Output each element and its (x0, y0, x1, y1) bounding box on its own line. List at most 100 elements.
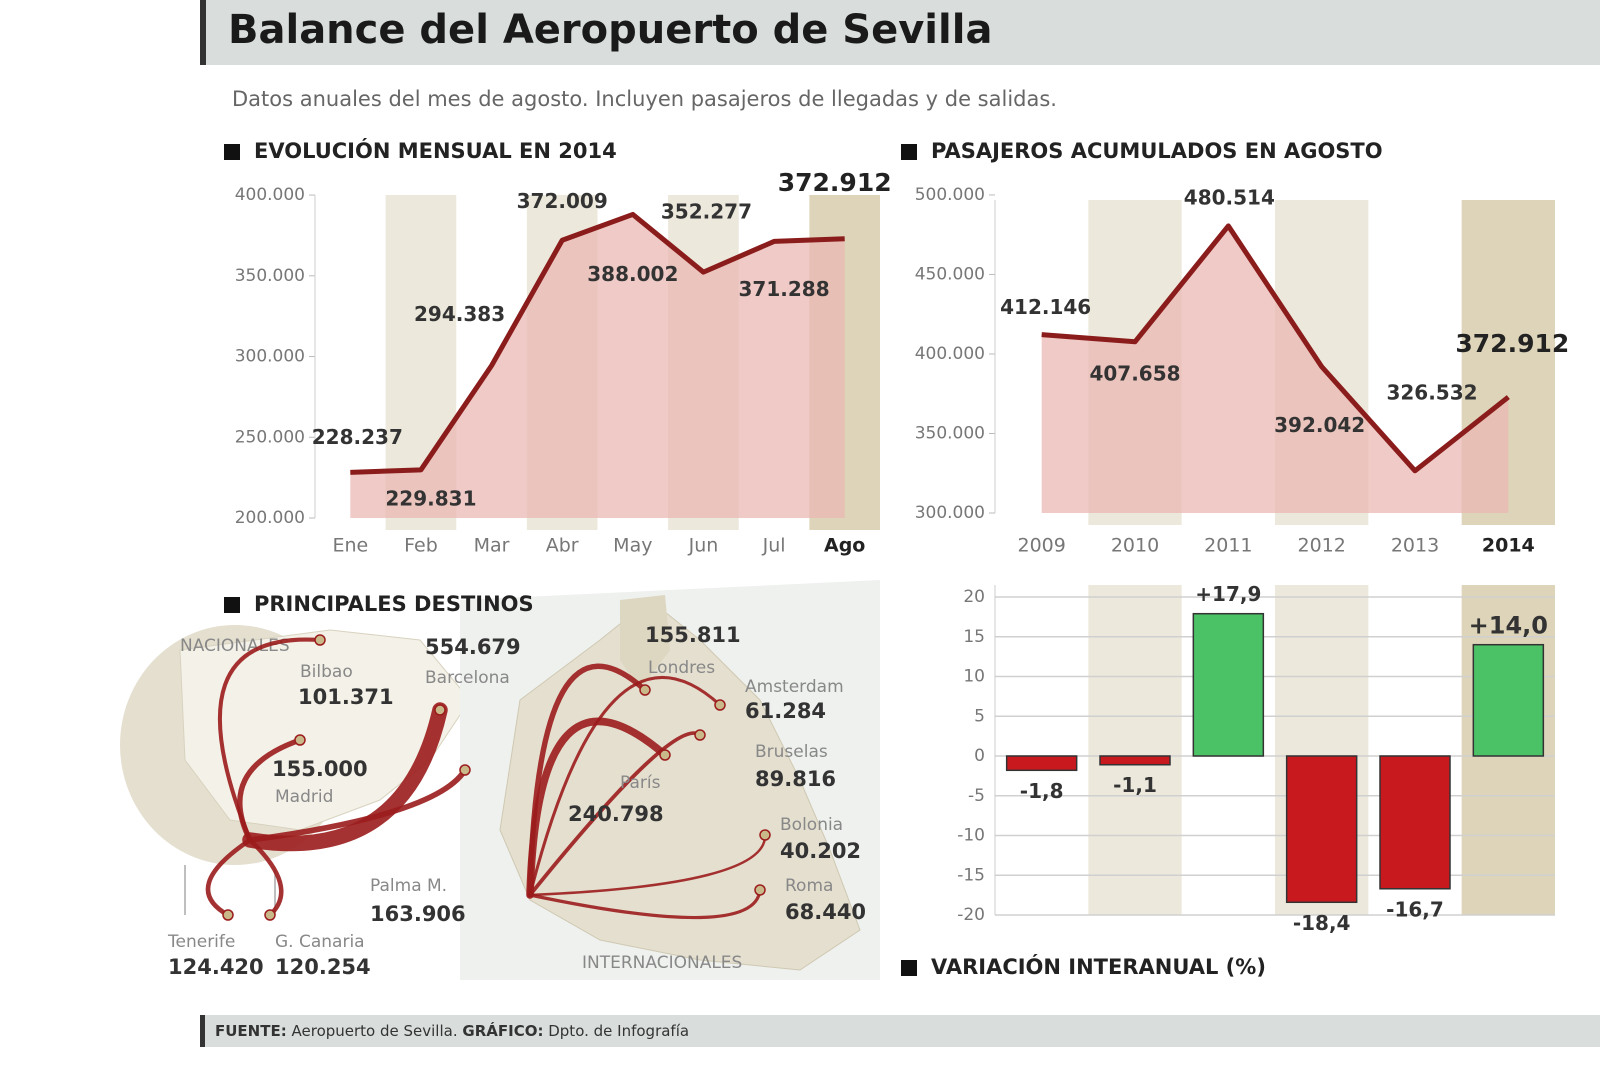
line (350, 211, 845, 475)
y-tick-label: 350.000 (235, 266, 305, 286)
area (350, 214, 845, 518)
destination-value: 61.284 (745, 699, 826, 723)
chart-title: PASAJEROS ACUMULADOS EN AGOSTO (931, 139, 1383, 163)
chart: 300.000 350.000 400.000 450.000 500.000 PASAJ… (901, 139, 1569, 557)
x-tick-label: May (613, 535, 652, 557)
data-label: 388.002 (587, 262, 678, 286)
destination-point (264, 909, 276, 921)
x-tick-label: Ene (332, 535, 368, 557)
y-tick-label: 300.000 (235, 347, 305, 367)
title: Balance del Aeropuerto de Sevilla (228, 7, 992, 53)
destinations: PRINCIPALES DESTINOS NACIONALES INTERNACIO… (167, 592, 866, 979)
destination-point (754, 884, 766, 896)
title-square (224, 144, 240, 160)
column-shade (1088, 585, 1182, 915)
line (1041, 223, 1510, 474)
destination-point (639, 684, 651, 696)
x-tick-label: Ago (824, 535, 865, 557)
route-arrow (528, 731, 702, 897)
data-label: 294.383 (414, 302, 505, 326)
data-label: 392.042 (1274, 413, 1365, 437)
destination-point (714, 699, 726, 711)
footer-bar (200, 1015, 1600, 1047)
chart-title: EVOLUCIÓN MENSUAL EN 2014 (254, 138, 617, 163)
x-tick-label: Mar (474, 535, 510, 557)
region-label: INTERNACIONALES (582, 953, 742, 973)
data-label: +14,0 (1469, 612, 1548, 640)
data-label: 229.831 (385, 486, 476, 510)
data-label: 352.277 (661, 200, 752, 224)
bar (1005, 755, 1078, 772)
y-tick-label: 500.000 (915, 185, 985, 205)
map-land (620, 595, 670, 690)
bar (1099, 755, 1171, 766)
destination-point (659, 749, 671, 761)
bar (1379, 755, 1451, 890)
y-tick-label: 400.000 (235, 185, 305, 205)
y-tick-label: -20 (957, 905, 985, 925)
x-tick-label: 2009 (1017, 535, 1065, 557)
data-label: 371.288 (739, 277, 830, 301)
destination-value: 68.440 (785, 900, 866, 924)
destination-point (222, 909, 234, 921)
route-arrow (247, 767, 468, 843)
data-label: 228.237 (312, 425, 403, 449)
y-tick-label: 20 (963, 587, 985, 607)
data-label: -1,1 (1113, 773, 1157, 797)
y-tick-label: 450.000 (915, 264, 985, 284)
title-square (901, 144, 917, 160)
route-arrow (237, 737, 303, 843)
x-tick-label: 2012 (1297, 535, 1345, 557)
destination-value: 240.798 (568, 802, 664, 826)
y-tick-label: 10 (963, 667, 985, 687)
destination-value: 120.254 (275, 955, 371, 979)
data-label: +17,9 (1195, 582, 1261, 606)
title-accent (200, 0, 206, 65)
chart-title: VARIACIÓN INTERANUAL (%) (931, 954, 1266, 979)
bar (1285, 755, 1358, 904)
data-label: 372.912 (778, 168, 892, 197)
destination-value: 40.202 (780, 839, 861, 863)
destination-point (434, 704, 446, 716)
x-tick-label: Jul (762, 535, 786, 557)
y-tick-label: 0 (974, 746, 985, 766)
footer: FUENTE: Aeropuerto de Sevilla. GRÁFICO: … (215, 1021, 689, 1040)
destination-name: Madrid (275, 787, 333, 807)
footer-graphic: Dpto. de Infografía (548, 1022, 689, 1040)
subtitle: Datos anuales del mes de agosto. Incluye… (232, 87, 1057, 111)
destination-point (694, 729, 706, 741)
destination-name: Amsterdam (745, 677, 844, 697)
destination-name: Bolonia (780, 815, 843, 835)
chart: -20 -15 -10 -5 0 5 10 15 20 VARIACIÓN INTERANUAL … (901, 582, 1555, 979)
destination-value: 554.679 (425, 635, 521, 659)
data-label: -1,8 (1020, 779, 1064, 803)
destination-value: 155.000 (272, 757, 368, 781)
data-label: 407.658 (1089, 361, 1180, 385)
data-label: 326.532 (1386, 380, 1477, 404)
route-arrow (242, 702, 448, 852)
data-label: 412.146 (1000, 295, 1091, 319)
data-label: 372.009 (517, 189, 608, 213)
route-arrow (526, 717, 669, 899)
y-tick-label: 300.000 (915, 503, 985, 523)
x-tick-label: 2010 (1111, 535, 1159, 557)
y-tick-label: 200.000 (235, 508, 305, 528)
footer-source-label: FUENTE: (215, 1022, 287, 1040)
destination-name: Londres (648, 658, 715, 678)
chart: 200.000 250.000 300.000 350.000 400.000 EVOLU… (224, 138, 892, 557)
destination-name: Roma (785, 876, 833, 896)
destination-point (459, 764, 471, 776)
map (120, 580, 880, 980)
bar (1192, 612, 1265, 757)
destination-name: G. Canaria (275, 932, 365, 952)
title-bar (200, 0, 1600, 65)
destination-name: Tenerife (167, 932, 235, 952)
region-label: NACIONALES (180, 636, 290, 656)
y-tick-label: 400.000 (915, 344, 985, 364)
y-tick-label: 350.000 (915, 423, 985, 443)
area (1041, 225, 1509, 513)
destination-point (314, 634, 326, 646)
destination-name: Palma M. (370, 876, 447, 896)
destination-name: Barcelona (425, 668, 510, 688)
route-arrow (217, 637, 323, 843)
